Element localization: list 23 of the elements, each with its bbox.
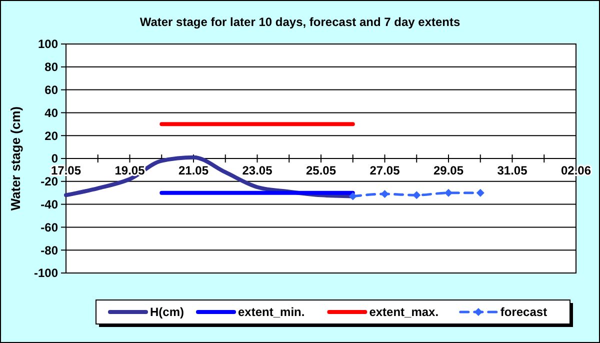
y-tick-label: -60: [40, 220, 58, 234]
x-tick-label: 21.05: [178, 164, 209, 178]
y-tick-label: 0: [51, 152, 58, 166]
y-tick-label: -80: [40, 243, 58, 258]
x-tick-label: 27.05: [370, 164, 400, 178]
legend-label: H(cm): [150, 305, 184, 320]
y-tick-label: -20: [40, 174, 58, 189]
y-tick-label: 60: [44, 83, 58, 97]
y-axis-title: Water stage (cm): [8, 106, 23, 211]
y-tick-label: 100: [38, 37, 58, 52]
y-tick-label: 80: [44, 60, 58, 74]
y-tick-label: -40: [40, 198, 58, 212]
legend-label: extent_min.: [238, 305, 305, 320]
x-tick-label: 31.05: [497, 164, 528, 178]
y-tick-label: -100: [34, 266, 58, 280]
x-tick-label: 25.05: [306, 164, 336, 178]
legend-label: extent_max.: [369, 305, 439, 320]
x-tick-label: 23.05: [242, 164, 273, 178]
y-tick-label: 40: [44, 106, 58, 120]
x-tick-label: 29.05: [433, 164, 464, 178]
chart-title: Water stage for later 10 days, forecast and 7 day extents: [140, 15, 460, 29]
legend-label: forecast: [500, 305, 548, 320]
y-tick-label: 20: [44, 128, 58, 143]
